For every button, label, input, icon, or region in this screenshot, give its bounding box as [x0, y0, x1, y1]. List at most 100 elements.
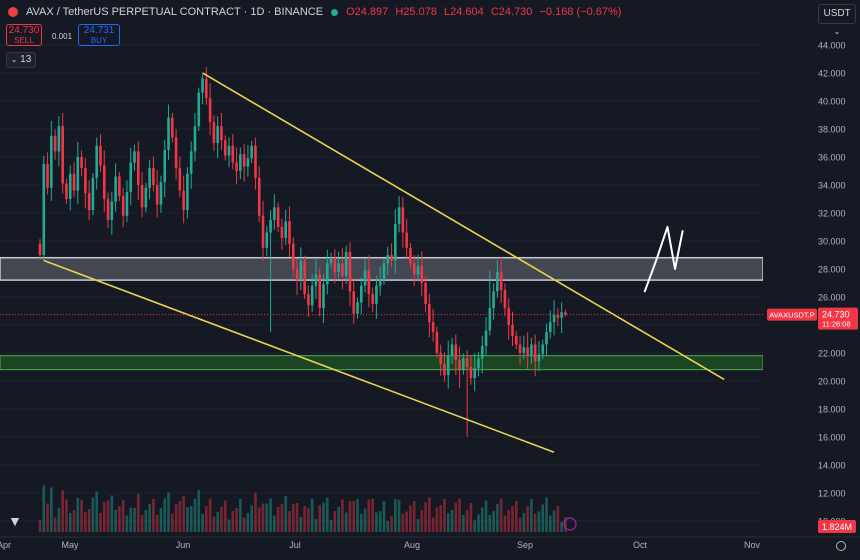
- volume-bar: [80, 500, 83, 532]
- volume-bar: [469, 503, 473, 532]
- candle-body: [514, 336, 518, 345]
- sell-button[interactable]: 24.730 SELL: [6, 24, 42, 46]
- candle-body: [257, 177, 261, 216]
- candle-body: [87, 193, 91, 211]
- candle-body: [291, 243, 295, 269]
- currency-select[interactable]: USDT ⌄: [818, 4, 856, 36]
- candle-body: [201, 78, 204, 93]
- candle-body: [155, 184, 159, 205]
- volume-bar: [178, 501, 182, 532]
- volume-bar: [530, 499, 533, 532]
- volume-bar: [390, 516, 393, 532]
- volume-bar: [174, 504, 178, 532]
- volume-bar: [344, 512, 348, 532]
- price-tick-label: 18.000: [818, 404, 846, 414]
- volume-bar: [477, 514, 480, 532]
- volume-bar: [129, 507, 133, 532]
- candle-body: [102, 165, 106, 199]
- volume-bar: [299, 517, 303, 532]
- volume-bar: [348, 501, 352, 532]
- candle-body: [269, 219, 272, 233]
- time-tick-label: Aug: [404, 540, 420, 550]
- volume-bar: [91, 497, 95, 532]
- volume-bar: [333, 511, 337, 532]
- candle-body: [99, 145, 102, 166]
- volume-bar: [133, 508, 136, 532]
- candle-body: [378, 280, 382, 286]
- time-tick-label: Jul: [289, 540, 301, 550]
- candle-body: [61, 126, 64, 184]
- sell-label: SELL: [14, 36, 34, 45]
- candle-body: [227, 145, 231, 156]
- candle-body: [360, 285, 363, 303]
- volume-bar: [257, 507, 261, 532]
- volume-bar: [167, 492, 170, 532]
- candle-body: [465, 358, 469, 367]
- volume-bar: [307, 508, 310, 532]
- volume-bar: [435, 507, 439, 532]
- volume-bar: [443, 499, 446, 532]
- volume-bar: [171, 514, 174, 532]
- candle-body: [443, 364, 446, 376]
- candle-body: [273, 207, 276, 220]
- volume-bar: [106, 500, 110, 532]
- candle-body: [220, 126, 223, 141]
- volume-bar: [186, 507, 189, 532]
- volume-bar: [552, 510, 556, 532]
- lightning-icon: [563, 517, 577, 531]
- candle-body: [375, 285, 378, 304]
- volume-bar: [102, 502, 106, 532]
- candle-body: [496, 271, 499, 292]
- candle-body: [446, 355, 450, 376]
- volume-bar: [412, 501, 416, 532]
- time-tick-label: Jun: [176, 540, 191, 550]
- candle-body: [91, 177, 95, 211]
- volume-bar: [360, 514, 363, 532]
- volume-bar: [118, 506, 121, 532]
- candle-body: [412, 263, 416, 275]
- candle-body: [223, 140, 227, 156]
- volume-bar: [227, 519, 231, 532]
- price-tick-label: 40.000: [818, 96, 846, 106]
- candle-body: [439, 352, 442, 365]
- indicators-toggle-button[interactable]: ⌄ 13: [6, 52, 36, 68]
- volume-bar: [556, 506, 560, 532]
- candle-body: [518, 344, 522, 353]
- volume-bar: [325, 497, 329, 532]
- resistance-zone: [0, 256, 764, 281]
- volume-bar: [462, 515, 465, 532]
- ohlc-readout: O24.897 H25.078 L24.604 C24.730 −0.168 (…: [346, 6, 625, 18]
- candle-body: [492, 291, 495, 309]
- candle-body: [68, 173, 72, 199]
- candle-body: [216, 126, 219, 143]
- price-tick-label: 44.000: [818, 40, 846, 50]
- volume-bar: [242, 517, 246, 532]
- volume-bar: [159, 508, 163, 532]
- symbol-title[interactable]: AVAX / TetherUS PERPETUAL CONTRACT · 1D …: [26, 6, 324, 18]
- volume-bar: [337, 507, 340, 532]
- candle-body: [265, 232, 269, 248]
- volume-bar: [458, 498, 461, 532]
- candle-body: [503, 289, 507, 309]
- volume-bar: [208, 498, 212, 532]
- volume-bar: [288, 511, 291, 532]
- candle-body: [235, 162, 238, 171]
- volume-bar: [488, 515, 492, 532]
- price-tick-label: 14.000: [818, 460, 846, 470]
- volume-bar: [394, 499, 397, 532]
- volume-bar: [250, 505, 253, 532]
- volume-bar: [182, 496, 185, 532]
- volume-bar: [223, 500, 227, 532]
- price-tick-label: 28.000: [818, 264, 846, 274]
- market-status-dot-icon: [331, 8, 339, 16]
- volume-bar: [375, 512, 378, 532]
- candle-body: [193, 126, 197, 152]
- buy-button[interactable]: 24.731 BUY: [78, 24, 120, 46]
- candle-body: [136, 151, 140, 185]
- price-tick-label: 34.000: [818, 180, 846, 190]
- volume-bar: [367, 499, 371, 532]
- candle-body: [310, 285, 314, 306]
- candle-body: [322, 284, 325, 309]
